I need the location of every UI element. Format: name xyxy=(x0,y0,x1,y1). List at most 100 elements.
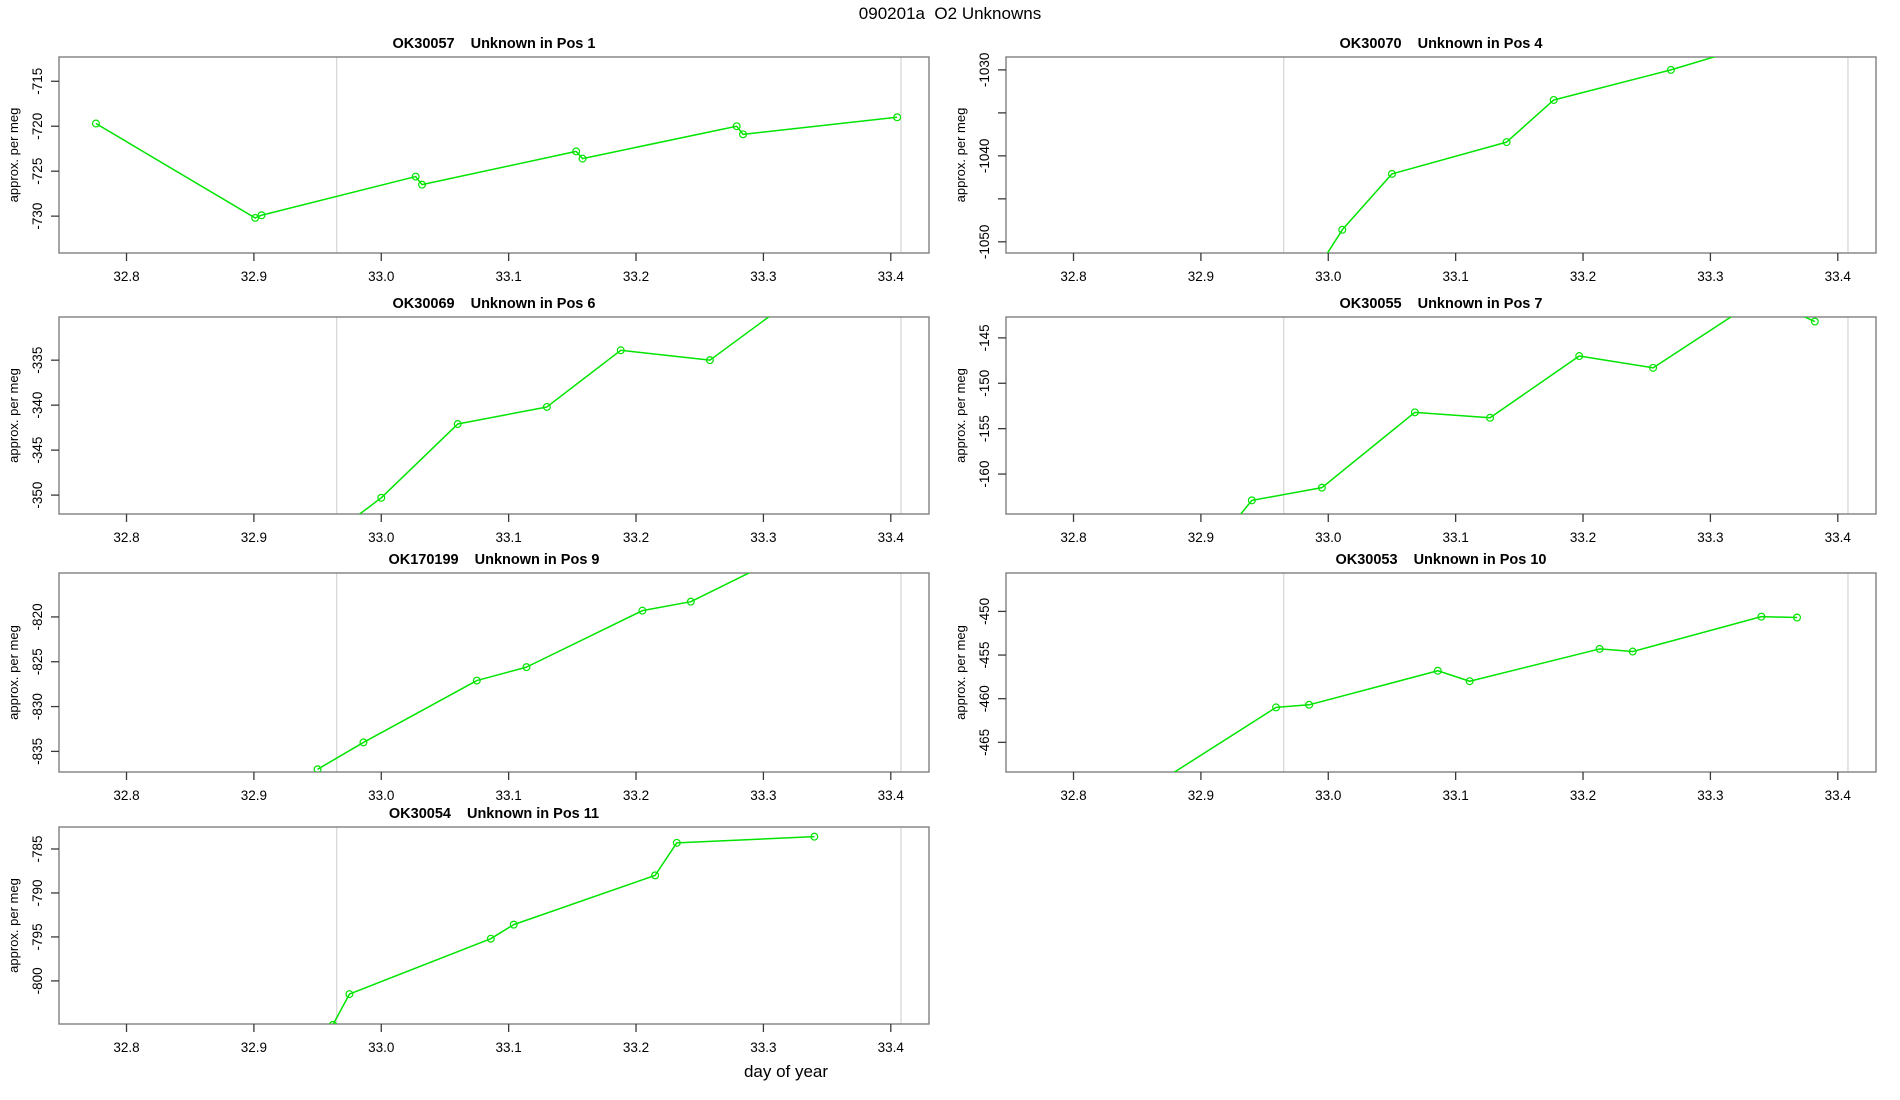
data-point xyxy=(472,676,481,685)
y-tick-label: -155 xyxy=(977,415,992,442)
data-point xyxy=(522,663,531,672)
plot-box xyxy=(1005,56,1877,254)
x-tick-label: 33.3 xyxy=(1697,269,1723,284)
y-axis-label: approx. per meg xyxy=(6,108,21,203)
series-group xyxy=(313,537,818,772)
y-tick-label: -460 xyxy=(977,685,992,712)
x-axis-label: day of year xyxy=(743,1062,829,1081)
data-point xyxy=(486,934,495,943)
x-tick-label: 32.9 xyxy=(1188,788,1214,803)
chart-title: OK30053 Unknown in Pos 10 xyxy=(1335,552,1546,568)
data-point xyxy=(542,402,551,411)
x-tick-label: 32.8 xyxy=(113,1040,139,1055)
x-tick-label: 32.9 xyxy=(241,788,267,803)
data-point xyxy=(1317,483,1326,492)
series-group xyxy=(328,832,819,1024)
data-point xyxy=(616,346,625,355)
data-point xyxy=(251,213,260,222)
x-tick-label: 33.4 xyxy=(1825,788,1852,803)
chart-title: OK30070 Unknown in Pos 4 xyxy=(1340,36,1543,52)
chart-title: OK30057 Unknown in Pos 1 xyxy=(393,36,596,52)
chart-OK170199: 32.8 32.9 33.0 33.1 33.2 33.3 33.4 -835 -830 -825… xyxy=(6,537,930,803)
plot-box xyxy=(1005,316,1877,515)
x-tick-label: 33.1 xyxy=(1443,788,1469,803)
y-tick-label: -785 xyxy=(30,835,45,862)
y-tick-label: -450 xyxy=(977,598,992,625)
x-tick-label: 32.8 xyxy=(1060,788,1086,803)
chart-OK30054: 32.8 32.9 33.0 33.1 33.2 33.3 33.4 -800 -795 -790… xyxy=(6,806,930,1055)
y-tick-label: -825 xyxy=(30,648,45,675)
y-axis-label: approx. per meg xyxy=(953,625,968,720)
y-tick-label: -830 xyxy=(30,693,45,720)
chart-title-sample: OK30054 xyxy=(389,806,451,822)
data-point xyxy=(1486,413,1495,422)
data-point xyxy=(257,211,266,220)
data-point xyxy=(1796,28,1803,35)
x-tick-label: 33.3 xyxy=(750,269,776,284)
data-point xyxy=(893,113,902,122)
plot-box xyxy=(58,826,930,1025)
data-point xyxy=(686,597,695,606)
y-tick-label: -1050 xyxy=(977,225,992,260)
y-tick-label: -720 xyxy=(30,113,45,140)
x-tick-label: 32.8 xyxy=(1060,269,1086,284)
chart-title-position: Unknown in Pos 4 xyxy=(1418,36,1543,52)
x-tick-label: 32.8 xyxy=(113,269,139,284)
x-tick-label: 33.1 xyxy=(496,788,522,803)
data-point xyxy=(1810,317,1819,326)
chart-title-position: Unknown in Pos 6 xyxy=(471,296,596,312)
y-tick-label: -465 xyxy=(977,729,992,756)
data-point xyxy=(1305,700,1314,709)
x-tick-label: 33.0 xyxy=(368,530,394,545)
data-point xyxy=(91,119,100,128)
data-point xyxy=(345,990,354,999)
x-tick-label: 33.1 xyxy=(1443,530,1469,545)
chart-OK30070: 32.8 32.9 33.0 33.1 33.2 33.3 33.4 -1050 -1040 -1… xyxy=(953,28,1877,284)
data-point xyxy=(453,420,462,429)
y-tick-label: -150 xyxy=(977,370,992,397)
data-point xyxy=(1793,613,1802,622)
chart-title-sample: OK30069 xyxy=(393,296,455,312)
y-axis-label: approx. per meg xyxy=(6,625,21,720)
main-title: 090201a O2 Unknowns xyxy=(858,4,1042,23)
y-axis-label: approx. per meg xyxy=(953,108,968,203)
data-point xyxy=(411,172,420,181)
x-tick-label: 33.1 xyxy=(496,1040,522,1055)
data-point xyxy=(328,1020,337,1024)
x-tick-label: 33.3 xyxy=(750,788,776,803)
y-tick-label: -455 xyxy=(977,642,992,669)
y-tick-label: -145 xyxy=(977,324,992,351)
y-tick-label: -345 xyxy=(30,437,45,464)
chart-title-sample: OK170199 xyxy=(388,552,458,568)
plot-box xyxy=(1005,572,1877,773)
x-tick-label: 33.3 xyxy=(750,530,776,545)
chart-OK30069: 32.8 32.9 33.0 33.1 33.2 33.3 33.4 -350 -345 -340… xyxy=(6,296,930,545)
data-point xyxy=(811,537,818,544)
chart-title-position: Unknown in Pos 1 xyxy=(471,36,596,52)
series-group xyxy=(1239,317,1819,514)
y-tick-label: -725 xyxy=(30,158,45,185)
y-axis-label: approx. per meg xyxy=(6,878,21,973)
chart-OK30057: 32.8 32.9 33.0 33.1 33.2 33.3 33.4 -730 -725 -720… xyxy=(6,36,930,284)
plot-box xyxy=(58,316,930,515)
x-tick-label: 33.4 xyxy=(878,1040,905,1055)
x-tick-label: 33.4 xyxy=(878,788,905,803)
x-tick-label: 33.2 xyxy=(1570,788,1596,803)
series-line xyxy=(95,116,898,219)
x-tick-label: 33.2 xyxy=(623,269,649,284)
data-point xyxy=(1502,138,1511,147)
x-tick-label: 33.1 xyxy=(1443,269,1469,284)
x-tick-label: 32.9 xyxy=(241,530,267,545)
data-point xyxy=(509,920,518,929)
chart-title-position: Unknown in Pos 7 xyxy=(1418,296,1543,312)
x-tick-label: 33.3 xyxy=(750,1040,776,1055)
chart-title-sample: OK30070 xyxy=(1340,36,1402,52)
series-line xyxy=(1173,615,1798,772)
x-tick-label: 33.2 xyxy=(1570,269,1596,284)
chart-title: OK170199 Unknown in Pos 9 xyxy=(388,552,599,568)
x-tick-label: 32.8 xyxy=(113,530,139,545)
x-tick-label: 33.0 xyxy=(1315,530,1341,545)
data-point xyxy=(1575,352,1584,361)
